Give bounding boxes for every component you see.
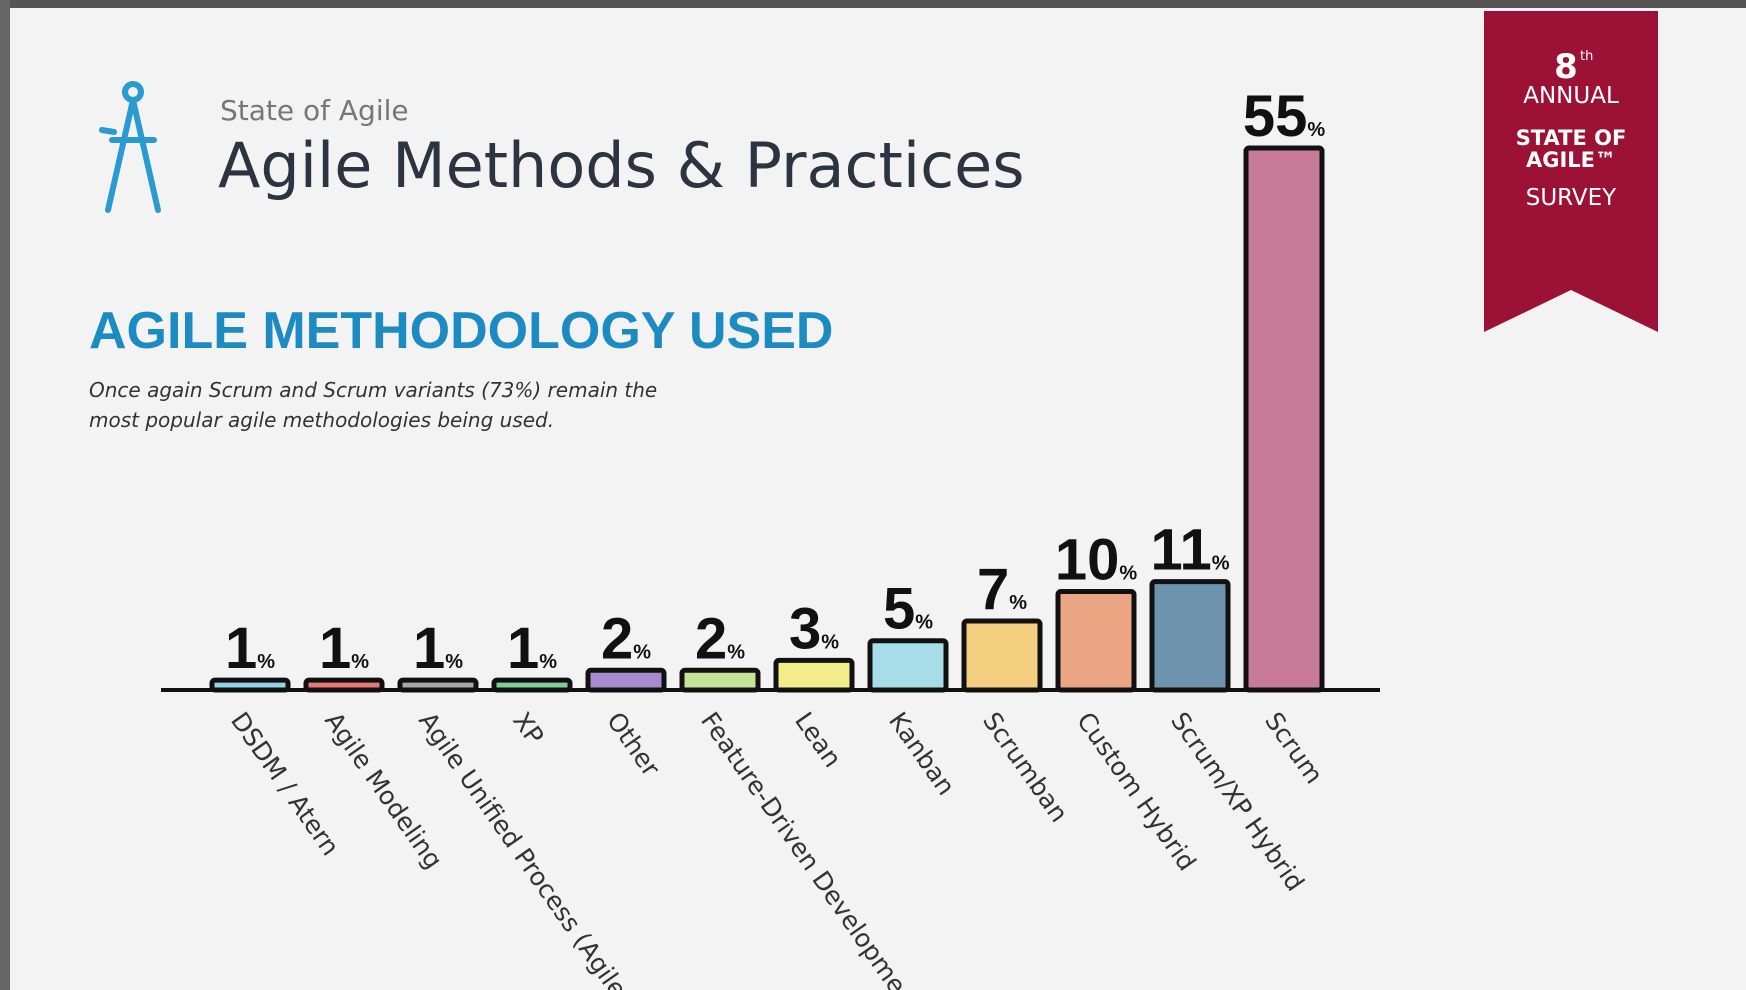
badge-ribbon: [1484, 11, 1658, 332]
page-title: Agile Methods & Practices: [218, 129, 1025, 202]
top-border: [0, 0, 1746, 8]
badge-line: STATE OF: [1516, 126, 1627, 150]
subtitle: most popular agile methodologies being u…: [89, 408, 554, 432]
value-label: 1%: [319, 616, 369, 681]
bar: [961, 618, 1043, 693]
bar: [867, 638, 949, 693]
bar: [1243, 145, 1325, 693]
value-label: 2%: [601, 606, 651, 671]
kicker: State of Agile: [220, 94, 409, 127]
logo: [99, 81, 161, 213]
bar: [585, 667, 667, 693]
value-label: 1%: [225, 616, 275, 681]
bar: [1055, 588, 1137, 693]
bar: [1149, 579, 1231, 693]
value-label: 55%: [1243, 84, 1326, 149]
badge-line: SURVEY: [1526, 185, 1617, 211]
badge-line: AGILE™: [1526, 148, 1616, 172]
subtitle: Once again Scrum and Scrum variants (73%…: [89, 378, 657, 402]
badge-line: ANNUAL: [1523, 83, 1619, 109]
bar: [773, 657, 855, 693]
value-label: 11%: [1150, 518, 1229, 583]
chart-title: AGILE METHODOLOGY USED: [89, 302, 833, 360]
badge-ordinal: th: [1580, 49, 1593, 64]
value-label: 1%: [507, 616, 557, 681]
value-label: 7%: [977, 557, 1027, 622]
badge-number: 8: [1554, 47, 1578, 87]
bar: [679, 667, 761, 693]
value-label: 1%: [413, 616, 463, 681]
left-border: [0, 0, 10, 990]
value-label: 3%: [789, 596, 839, 661]
value-label: 5%: [883, 577, 933, 642]
value-label: 10%: [1055, 527, 1138, 592]
value-label: 2%: [695, 606, 745, 671]
